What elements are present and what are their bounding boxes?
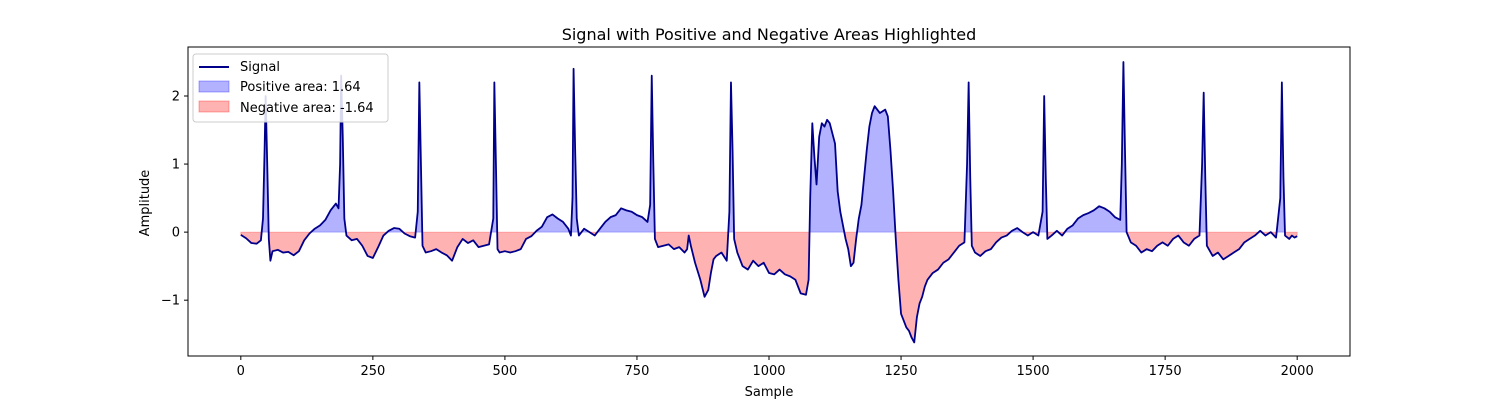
y-axis-label: Amplitude xyxy=(138,170,153,237)
legend-positive-swatch xyxy=(198,80,230,93)
legend-negative-label: Negative area: -1.64 xyxy=(240,101,374,116)
x-axis-label: Sample xyxy=(745,385,794,400)
legend-negative-swatch xyxy=(198,100,230,113)
y-tick-label: −1 xyxy=(161,294,180,309)
y-axis-ticks: −1 0 1 2 xyxy=(161,90,188,309)
y-tick-label: 0 xyxy=(172,226,180,241)
plot-area xyxy=(240,61,1298,344)
x-tick-label: 500 xyxy=(492,364,517,379)
y-tick-label: 2 xyxy=(172,90,180,105)
legend-box xyxy=(192,53,389,123)
x-tick-label: 250 xyxy=(360,364,385,379)
x-tick-label: 2000 xyxy=(1281,364,1314,379)
x-tick-label: 1000 xyxy=(752,364,785,379)
x-tick-label: 1250 xyxy=(884,364,917,379)
y-tick-label: 1 xyxy=(172,158,180,173)
chart-title: Signal with Positive and Negative Areas … xyxy=(562,25,977,44)
legend-signal-label: Signal xyxy=(240,60,280,75)
x-tick-label: 0 xyxy=(237,364,245,379)
x-tick-label: 1750 xyxy=(1149,364,1182,379)
x-axis-ticks: 0 250 500 750 1000 1250 1500 1750 2000 xyxy=(237,356,1314,379)
x-tick-label: 750 xyxy=(625,364,650,379)
x-tick-label: 1500 xyxy=(1017,364,1050,379)
signal-line xyxy=(240,61,1298,344)
legend: Signal Positive area: 1.64 Negative area… xyxy=(192,53,389,123)
legend-positive-label: Positive area: 1.64 xyxy=(240,80,361,95)
